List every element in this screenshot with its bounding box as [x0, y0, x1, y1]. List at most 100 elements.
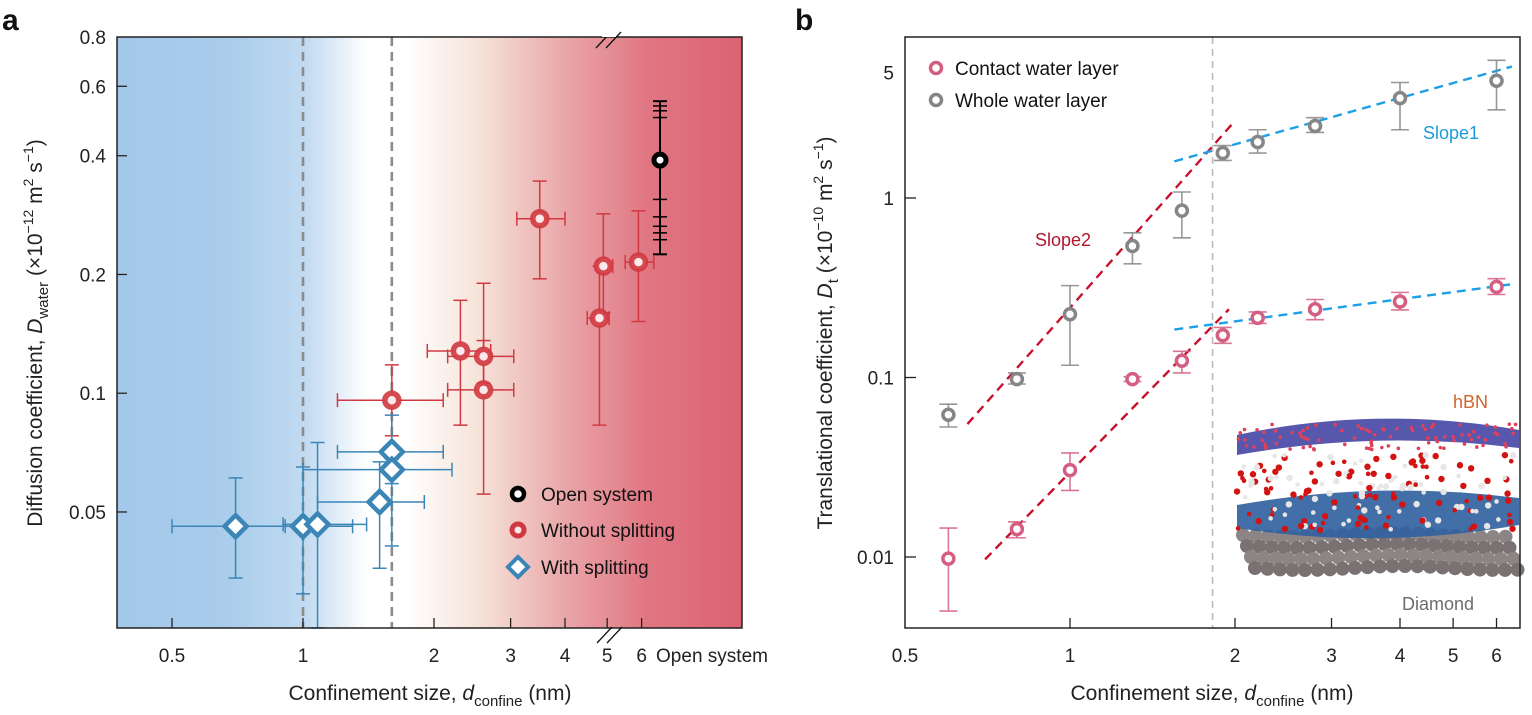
hbn-atom: [1369, 447, 1374, 452]
fit-line-slope1: [1174, 283, 1511, 331]
water-atom: [1396, 509, 1402, 514]
water-atom: [1366, 484, 1373, 492]
diamond-atom: [1423, 559, 1437, 574]
hbn-atom: [1364, 428, 1369, 432]
water-atom: [1372, 493, 1379, 501]
water-atom: [1320, 520, 1326, 526]
water-atom: [1377, 509, 1382, 515]
diamond-atom: [1481, 551, 1496, 566]
panel-a-x-axis-title: Confinement size, dconfine (nm): [289, 682, 572, 710]
hbn-atom: [1462, 442, 1467, 446]
data-point-contact-water-layer: [1174, 353, 1190, 368]
panel-a: 0.5 1 2 3 4 5 6 0.05 0.1 0.2 0.4 0.6 0.8 Open syste…: [20, 28, 768, 710]
hbn-atom: [1475, 445, 1479, 449]
panel-b-legend: Contact water layer Whole water layer: [928, 59, 1119, 112]
data-point-whole-water-layer: [1392, 90, 1408, 106]
water-atom: [1272, 468, 1279, 475]
diamond-atom: [1315, 540, 1329, 555]
hbn-atom: [1431, 422, 1436, 427]
diamond-atom: [1452, 539, 1467, 554]
hbn-atom: [1425, 436, 1430, 440]
water-atom: [1473, 509, 1479, 514]
hbn-atom: [1244, 443, 1249, 448]
water-atom: [1434, 517, 1442, 524]
hbn-atom: [1467, 433, 1472, 437]
water-atom: [1378, 483, 1384, 489]
diamond-atom: [1252, 539, 1267, 554]
y-tick-label: 5: [883, 64, 894, 85]
diamond-atom: [1406, 548, 1421, 563]
water-atom: [1241, 478, 1247, 484]
water-atom: [1248, 478, 1255, 485]
water-atom: [1370, 470, 1377, 477]
hbn-atom: [1274, 441, 1279, 446]
water-atom: [1352, 461, 1358, 466]
hbn-atom: [1386, 444, 1391, 448]
hbn-atom: [1460, 433, 1464, 437]
water-atom: [1424, 464, 1429, 470]
diamond-atom: [1456, 550, 1471, 565]
water-atom: [1303, 488, 1311, 495]
water-atom: [1295, 482, 1300, 487]
water-atom: [1408, 459, 1415, 466]
diamond-atom: [1269, 551, 1283, 566]
water-atom: [1358, 480, 1364, 486]
diamond-atom: [1290, 540, 1304, 555]
data-point-without-splitting: [473, 380, 494, 400]
diamond-atom: [1490, 540, 1504, 555]
legend-marker-open-system: [509, 485, 527, 503]
diamond-atom: [1356, 549, 1371, 564]
diamond-atom: [1331, 550, 1346, 565]
diamond-atom: [1360, 560, 1375, 575]
water-atom: [1502, 475, 1507, 481]
water-atom: [1286, 474, 1293, 482]
water-atom: [1290, 491, 1297, 498]
diamond-atom: [1473, 562, 1487, 577]
hbn-atom: [1301, 428, 1305, 433]
panel-b-frame: [904, 36, 1521, 629]
data-point-whole-water-layer: [1215, 145, 1231, 161]
hbn-atom: [1308, 444, 1312, 449]
water-atom: [1470, 508, 1475, 514]
hbn-atom: [1243, 438, 1247, 442]
hbn-atom: [1270, 422, 1274, 427]
diamond-atom: [1277, 540, 1292, 555]
legend-marker-contact-water-layer: [928, 60, 944, 76]
diamond-atom: [1319, 551, 1333, 566]
x-tick-label: 3: [1326, 646, 1337, 667]
data-point-whole-water-layer: [1062, 307, 1078, 322]
diamond-atom: [1256, 550, 1271, 565]
error-bar: [1391, 81, 1409, 131]
water-atom: [1402, 463, 1408, 469]
water-atom: [1267, 475, 1275, 482]
diamond-atom: [1448, 561, 1462, 576]
data-point-whole-water-layer: [1009, 371, 1025, 387]
hbn-atom: [1273, 428, 1278, 433]
hbn-atom: [1388, 434, 1393, 439]
diamond-atom: [1348, 560, 1362, 575]
water-atom: [1484, 477, 1491, 485]
water-atom: [1364, 463, 1371, 470]
water-atom: [1309, 470, 1314, 476]
diamond-atom: [1385, 559, 1400, 574]
x-break-label-open-system: Open system: [656, 646, 768, 667]
water-atom: [1282, 512, 1288, 517]
panel-b-x-axis-title: Confinement size, dconfine (nm): [1071, 682, 1354, 710]
data-point-contact-water-layer: [941, 551, 956, 566]
hbn-atom: [1510, 426, 1514, 431]
water-atom: [1476, 494, 1484, 501]
water-atom: [1435, 499, 1443, 507]
water-atom: [1398, 484, 1406, 492]
diamond-atom: [1498, 529, 1513, 544]
water-atom: [1418, 482, 1424, 487]
water-atom: [1235, 526, 1241, 531]
water-atom: [1470, 523, 1478, 530]
diamond-atom: [1465, 540, 1479, 555]
hbn-atom: [1262, 430, 1266, 435]
water-atom: [1390, 491, 1396, 496]
diamond-atom: [1306, 551, 1321, 566]
legend-item-with-splitting: With splitting: [505, 554, 649, 580]
hbn-atom: [1433, 436, 1438, 440]
hbn-atom: [1290, 430, 1295, 435]
